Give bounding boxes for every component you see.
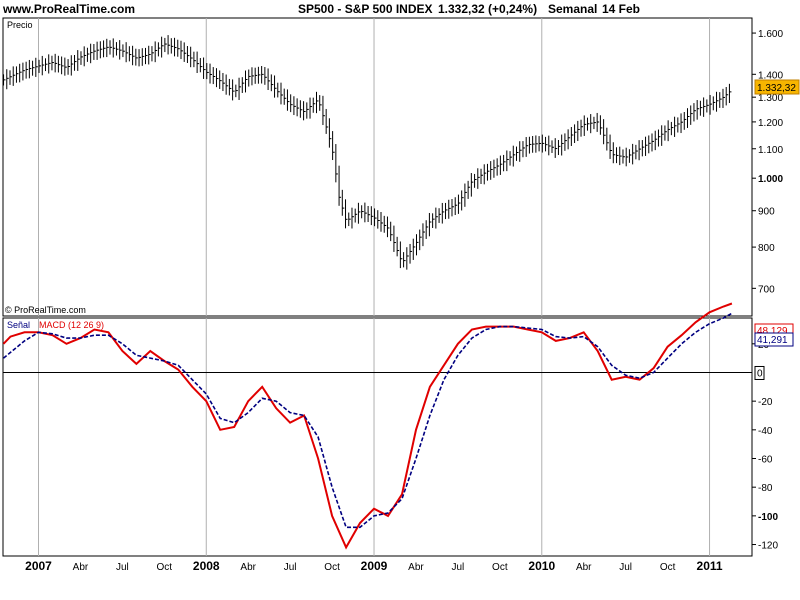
macd-tick-label: -80 <box>758 483 773 494</box>
x-tick-label: Jul <box>452 562 465 573</box>
price-last-badge-bg <box>754 79 800 95</box>
macd-line <box>2 302 733 550</box>
macd-tick-label: -20 <box>758 397 773 408</box>
x-tick-label: Oct <box>157 562 173 573</box>
signal-value-badge: 41,291 <box>754 332 794 347</box>
period-label: Semanal <box>548 2 598 16</box>
macd-signal-label: Señal <box>7 320 30 330</box>
instrument-quote: 1.332,32 (+0,24%) <box>438 2 538 16</box>
zero-badge-text: 0 <box>757 368 763 379</box>
macd-label: MACD (12 26 9) <box>39 320 104 330</box>
macd-tick-label: -60 <box>758 455 773 466</box>
x-tick-label: 2011 <box>697 559 723 573</box>
price-y-axis: 1.600 1.400 1.300 1.200 1.100 1.000 900 800 700 <box>752 29 783 295</box>
zero-badge: 0 <box>754 365 765 380</box>
price-tick-label: 900 <box>758 207 775 218</box>
price-tick-label: 1.000 <box>758 174 783 185</box>
x-tick-label: Oct <box>660 562 676 573</box>
price-panel-frame <box>2 17 753 317</box>
macd-tick-label: -100 <box>758 512 778 523</box>
x-tick-label: 2009 <box>361 559 388 573</box>
macd-value-badge-text: 48,129 <box>757 326 788 337</box>
signal-value-badge-bg <box>754 332 794 347</box>
instrument-name: SP500 - S&P 500 INDEX <box>298 2 433 16</box>
macd-panel-frame <box>2 317 753 557</box>
zero-badge-bg <box>754 365 765 380</box>
x-tick-label: Abr <box>408 562 424 573</box>
macd-lines <box>2 302 733 550</box>
watermark: © ProRealTime.com <box>5 305 86 315</box>
macd-tick-label: -40 <box>758 426 773 437</box>
signal-line <box>2 312 733 529</box>
signal-value-badge-text: 41,291 <box>757 335 788 346</box>
vertical-grid <box>38 18 711 556</box>
price-tick-label: 1.200 <box>758 118 783 129</box>
x-tick-label: Oct <box>492 562 508 573</box>
price-last-badge-text: 1.332,32 <box>757 83 796 94</box>
date-label: 14 Feb <box>602 2 641 16</box>
price-tick-label: 1.600 <box>758 29 783 40</box>
x-axis: 2007 Abr Jul Oct 2008 Abr Jul Oct 2009 Abr Jul Oct 2… <box>25 559 723 573</box>
source-url[interactable]: www.ProRealTime.com <box>3 2 136 16</box>
price-bars <box>3 35 732 270</box>
price-tick-label: 1.400 <box>758 70 783 81</box>
chart-header: www.ProRealTime.com SP500 - S&P 500 INDE… <box>0 0 800 18</box>
price-last-badge: 1.332,32 <box>754 79 800 95</box>
price-panel-label: Precio <box>7 20 33 30</box>
x-tick-label: Abr <box>240 562 256 573</box>
x-tick-label: Oct <box>324 562 340 573</box>
x-tick-label: Abr <box>73 562 89 573</box>
x-tick-label: Jul <box>284 562 297 573</box>
price-tick-label: 700 <box>758 284 775 295</box>
x-tick-label: 2010 <box>528 559 555 573</box>
x-tick-label: 2007 <box>25 559 52 573</box>
macd-tick-label: -120 <box>758 541 778 552</box>
x-tick-label: 2008 <box>193 559 220 573</box>
x-tick-label: Jul <box>116 562 129 573</box>
price-tick-label: 1.300 <box>758 93 783 104</box>
x-tick-label: Abr <box>576 562 592 573</box>
price-tick-label: 1.100 <box>758 145 783 156</box>
price-tick-label: 800 <box>758 243 775 254</box>
x-tick-label: Jul <box>619 562 632 573</box>
